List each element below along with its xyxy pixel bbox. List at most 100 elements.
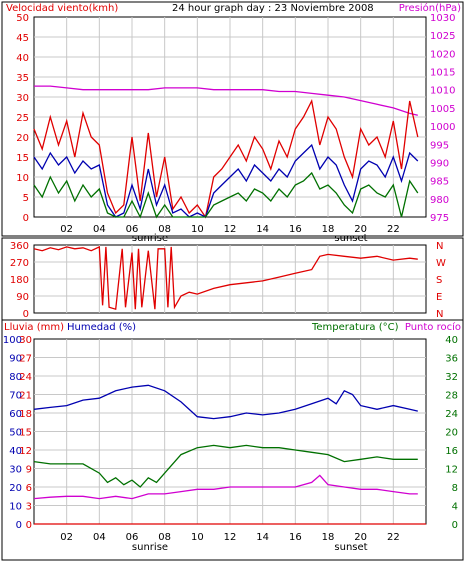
panel-humidity-temp-frame	[1, 319, 464, 561]
compass-label: N	[436, 309, 443, 320]
wind-red-series-line	[33, 99, 419, 219]
pressure-y-tick-label: 1015	[430, 68, 455, 79]
x-tick-label: 18	[322, 224, 335, 235]
x-tick-label: 12	[224, 532, 237, 543]
pressure-y-tick-label: 980	[430, 195, 449, 206]
wind-y-tick-label: 50	[16, 13, 29, 24]
humidity-y-tick-label: 50	[9, 428, 22, 439]
wind-y-tick-label: 15	[16, 153, 29, 164]
compass-label: N	[436, 241, 443, 252]
temperature-y-tick-label: 20	[445, 428, 458, 439]
pressure-y-tick-label: 1010	[430, 86, 455, 97]
humidity-axis-label: Humedad (%)	[67, 322, 136, 333]
temperature-y-tick-label: 36	[445, 354, 458, 365]
temperature-y-tick-label: 8	[452, 483, 458, 494]
rain-y-tick-label: 15	[19, 428, 32, 439]
temperature-y-tick-label: 12	[445, 465, 458, 476]
x-tick-label: 02	[60, 224, 73, 235]
panel-wind-pressure-frame	[1, 1, 464, 237]
temperature-series-line	[33, 444, 418, 488]
sunset-label: sunset	[334, 542, 367, 553]
x-tick-label: 16	[289, 532, 302, 543]
pressure-y-tick-label: 1005	[430, 104, 455, 115]
dewpoint-axis-label: Punto rocío	[405, 321, 461, 333]
pressure-axis-label: Presión(hPa)	[399, 2, 461, 14]
temperature-y-tick-label: 28	[445, 391, 458, 402]
wind-y-tick-label: 20	[16, 133, 29, 144]
x-tick-label: 14	[256, 532, 269, 543]
x-tick-label: 20	[354, 224, 367, 235]
x-tick-label: 20	[354, 532, 367, 543]
sunrise-label: sunrise	[132, 542, 168, 553]
x-tick-label: 08	[158, 532, 171, 543]
rain-y-tick-label: 30	[19, 335, 32, 346]
wind-y-tick-label: 35	[16, 73, 29, 84]
compass-label: W	[436, 258, 446, 269]
pressure-y-tick-label: 1000	[430, 122, 455, 133]
wind-y-tick-label: 25	[16, 113, 29, 124]
humidity-y-tick-label: 20	[9, 483, 22, 494]
direction-y-tick-label: 90	[16, 292, 29, 303]
temperature-axis-label: Temperatura (°C)	[311, 322, 399, 333]
x-tick-label: 04	[93, 532, 106, 543]
chart-title: 24 hour graph day : 23 Noviembre 2008	[172, 3, 374, 14]
x-tick-label: 18	[322, 532, 335, 543]
rain-y-tick-label: 0	[26, 520, 32, 531]
x-tick-label: 06	[126, 532, 139, 543]
humidity-y-tick-label: 40	[9, 446, 22, 457]
x-tick-label: 06	[126, 224, 139, 235]
rain-y-tick-label: 3	[26, 502, 32, 513]
direction-y-tick-label: 270	[10, 258, 29, 269]
x-tick-label: 10	[191, 224, 204, 235]
wind-y-tick-label: 0	[23, 213, 29, 224]
humidity-y-tick-label: 10	[9, 502, 22, 513]
wind-y-tick-label: 40	[16, 53, 29, 64]
wind-green-series-line	[33, 171, 419, 219]
x-tick-label: 22	[387, 532, 400, 543]
temperature-y-tick-label: 32	[445, 372, 458, 383]
humidity-y-tick-label: 30	[9, 465, 22, 476]
wind-y-tick-label: 30	[16, 93, 29, 104]
x-tick-label: 22	[387, 224, 400, 235]
humidity-y-tick-label: 70	[9, 391, 22, 402]
temperature-y-tick-label: 24	[445, 409, 458, 420]
humidity-y-tick-label: 100	[3, 335, 22, 346]
rain-y-tick-label: 24	[19, 372, 32, 383]
x-tick-label: 04	[93, 224, 106, 235]
humidity-y-tick-label: 90	[9, 354, 22, 365]
rain-y-tick-label: 21	[19, 391, 32, 402]
temperature-y-tick-label: 16	[445, 446, 458, 457]
rain-y-tick-label: 12	[19, 446, 32, 457]
humidity-y-tick-label: 60	[9, 409, 22, 420]
rain-y-tick-label: 27	[19, 354, 32, 365]
x-tick-label: 10	[191, 532, 204, 543]
x-tick-label: 16	[289, 224, 302, 235]
compass-label: S	[436, 275, 442, 286]
rain-axis-label: Lluvia (mm)	[4, 322, 64, 333]
pressure-y-tick-label: 995	[430, 140, 449, 151]
wind-speed-axis-label: Velocidad viento(kmh)	[6, 3, 118, 14]
humidity-y-tick-label: 0	[16, 520, 22, 531]
pressure-y-tick-label: 975	[430, 213, 449, 224]
pressure-y-tick-label: 1020	[430, 49, 455, 60]
rain-y-tick-label: 9	[26, 465, 32, 476]
pressure-y-tick-label: 990	[430, 158, 449, 169]
pressure-y-tick-label: 1030	[430, 13, 455, 24]
direction-y-tick-label: 360	[10, 241, 29, 252]
wind-y-tick-label: 45	[16, 33, 29, 44]
x-tick-label: 14	[256, 224, 269, 235]
dewpoint-series-line	[33, 474, 418, 500]
rain-y-tick-label: 6	[26, 483, 32, 494]
pressure-y-tick-label: 1025	[430, 31, 455, 42]
direction-y-tick-label: 180	[10, 275, 29, 286]
rain-y-tick-label: 18	[19, 409, 32, 420]
wind-y-tick-label: 5	[23, 193, 29, 204]
humidity-y-tick-label: 80	[9, 372, 22, 383]
temperature-y-tick-label: 0	[452, 520, 458, 531]
pressure-y-tick-label: 985	[430, 177, 449, 188]
temperature-y-tick-label: 4	[452, 502, 458, 513]
x-tick-label: 08	[158, 224, 171, 235]
x-tick-label: 02	[60, 532, 73, 543]
